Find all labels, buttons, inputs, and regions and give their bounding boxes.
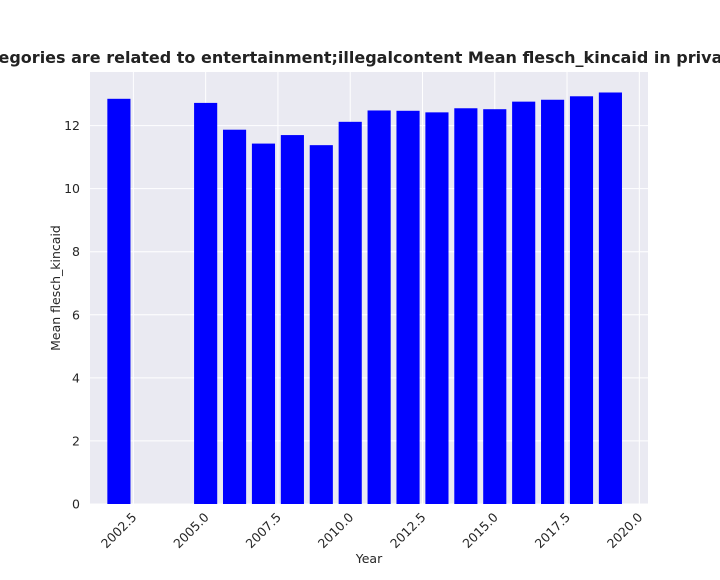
bars [107,92,622,505]
chart-title: Main categories are related to entertain… [0,48,720,67]
bar [454,108,478,505]
y-axis-label: Mean flesch_kincaid [48,225,63,351]
x-tick-label: 2007.5 [243,510,285,552]
x-tick-label: 2005.0 [170,509,212,551]
y-tick-label: 0 [72,497,80,512]
bar [396,110,420,504]
bar [194,102,218,504]
x-tick-label: 2012.5 [387,510,429,552]
x-tick-label: 2002.5 [98,510,140,552]
bar [569,96,594,505]
bar [598,92,622,505]
bar [280,135,304,505]
bar [251,143,276,504]
x-tick-label: 2017.5 [532,510,574,552]
bar [512,101,536,505]
y-tick-label: 4 [72,370,80,385]
x-tick-label: 2020.0 [604,509,646,551]
bar [425,112,449,504]
bar [338,121,362,504]
x-tick-label: 2015.0 [459,509,501,551]
y-tick-label: 8 [72,244,80,259]
x-axis-label: Year [355,551,383,566]
y-tick-label: 10 [64,181,80,196]
y-tick-label: 6 [72,307,80,322]
bar [107,98,131,504]
x-tick-label: 2010.0 [315,509,357,551]
y-tick-label: 2 [72,433,80,448]
bar [222,129,247,504]
y-tick-label: 12 [64,118,80,133]
bar [541,99,565,504]
bar [309,145,333,505]
bar [483,109,507,505]
bar [367,110,391,505]
